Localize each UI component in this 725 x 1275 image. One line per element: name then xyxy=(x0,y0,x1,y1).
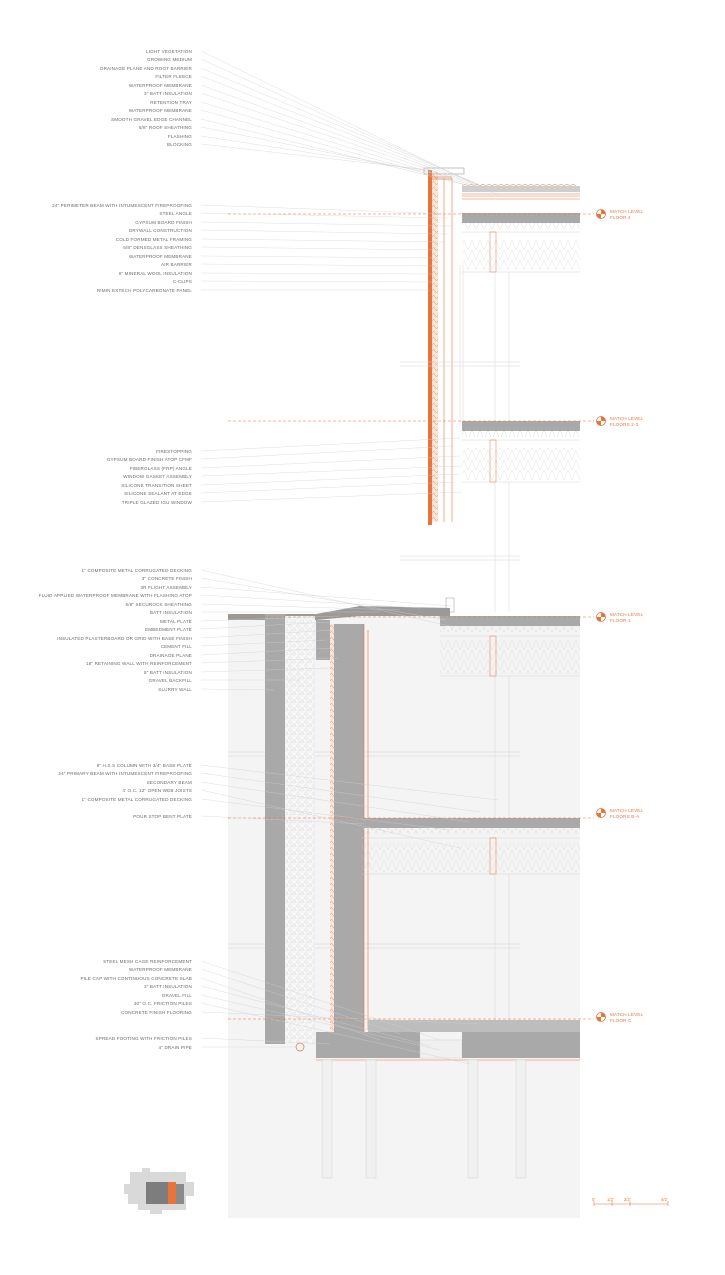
upper-wall-assembly xyxy=(423,167,465,525)
slab-label: CEMENT FILL xyxy=(161,644,193,649)
wall-label: 6" MINERAL WOOL INSULATION xyxy=(119,271,192,276)
wall-label-group: 24" PERIMETER BEAM WITH INTUMESCENT FIRE… xyxy=(52,203,192,293)
slab-label: 18" RETAINING WALL WITH REINFORCEMENT xyxy=(86,661,192,666)
scale-tick: 0' xyxy=(592,1197,595,1202)
foundation-label: 30" O.C. FRICTION PILES xyxy=(134,1001,192,1006)
level-lines xyxy=(228,213,594,1020)
roof-label: RETENTION TRAY xyxy=(150,100,192,105)
foundation-label: PILE CAP WITH CONTINUOUS CONCRETE SLAB xyxy=(80,976,192,981)
scale-tick: 1/2' xyxy=(607,1197,614,1202)
slab-label-group: 1" COMPOSITE METAL CORRUGATED DECKING 3"… xyxy=(39,568,193,692)
column-label: 4' O.C. 12" OPEN WEB JOISTS xyxy=(122,788,192,793)
slab-label: BATT INSULATION xyxy=(150,610,192,615)
slurry-wall xyxy=(265,614,315,1044)
slab-label: INSULATED PLASTERBOARD OR GRID WITH BASE… xyxy=(57,636,192,641)
slab-label: 3R FLIGHT ASSEMBLY xyxy=(140,585,192,590)
slab-label: FLUID APPLIED WATERPROOF MEMBRANE WITH F… xyxy=(39,593,192,598)
friction-piles xyxy=(321,1059,527,1179)
wall-label: DRYWALL CONSTRUCTION xyxy=(129,228,192,233)
scale-bar: 0' 1/2' 2/2' 4/2' xyxy=(592,1197,669,1206)
level-title: MATCH LEVEL xyxy=(610,209,644,214)
slab-label: DRAINAGE PLANE xyxy=(150,653,192,658)
column-label: 24" PRIMARY BEAM WITH INTUMESCENT FIREPR… xyxy=(58,771,192,776)
window-label: SILICONE SEALANT AT EDGE xyxy=(124,491,192,496)
column-label: SECONDARY BEAM xyxy=(147,780,192,785)
wall-label: C-CLIPS xyxy=(173,279,192,284)
foundation-label: 3" BATT INSULATION xyxy=(144,984,192,989)
roof-label: BLOCKING xyxy=(167,142,192,147)
window-label: GYPSUM BOARD FINISH ATOP CFMF xyxy=(107,457,192,462)
roof-label: 5/8" ROOF SHEATHING xyxy=(139,125,192,130)
wall-label: GYPSUM BOARD FINISH xyxy=(135,220,192,225)
roof-label: 3" BATT INSULATION xyxy=(144,91,192,96)
level-marker-floors-2-3: MATCH LEVEL FLOORS 2-3 xyxy=(596,416,644,427)
floor-c-slab xyxy=(316,1020,580,1061)
slab-label: 3" CONCRETE FINISH xyxy=(142,576,192,581)
level-floor: FLOOR 4 xyxy=(610,215,631,220)
slab-label: 5/8" SECUROCK SHEATHING xyxy=(125,602,192,607)
level-floor: FLOOR 1 xyxy=(610,618,631,623)
foundation-label: WATERPROOF MEMBRANE xyxy=(129,967,192,972)
level-floor: FLOOR C xyxy=(610,1018,632,1023)
slab-label: METAL PLATE xyxy=(160,619,192,624)
wall-label: WATERPROOF MEMBRANE xyxy=(129,254,192,259)
roof-label: GROWING MEDIUM xyxy=(147,57,192,62)
column-label: 8" H.S.S COLUMN WITH 3/4" BASE PLATE xyxy=(97,763,192,768)
key-plan-thumbnail xyxy=(124,1168,194,1214)
leader-lines xyxy=(200,50,499,1065)
roof-label: WATERPROOF MEMBRANE xyxy=(129,83,192,88)
slab-label: 1" COMPOSITE METAL CORRUGATED DECKING xyxy=(82,568,193,573)
slab-label: EMBEDMENT PLATE xyxy=(145,627,192,632)
level-marker-floors-b-a: MATCH LEVEL FLOORS B-A xyxy=(596,808,644,819)
roof-label: FILTER FLEECE xyxy=(155,74,192,79)
wall-label: AIR BARRIER xyxy=(161,262,193,267)
foundation-label: CONCRETE FINISH FLOORING xyxy=(121,1010,192,1015)
level-floor: FLOORS 2-3 xyxy=(610,422,639,427)
slab-label: SLURRY WALL xyxy=(158,687,192,692)
roof-label: WATERPROOF MEMBRANE xyxy=(129,108,192,113)
roof-label: FLASHING xyxy=(168,134,192,139)
column-label: 1" COMPOSITE METAL CORRUGATED DECKING xyxy=(82,797,193,802)
wall-label: 24" PERIMETER BEAM WITH INTUMESCENT FIRE… xyxy=(52,203,192,208)
window-label: TRIPLE GLAZED IGU WINDOW xyxy=(122,500,193,505)
level-title: MATCH LEVEL xyxy=(610,612,644,617)
roof-label: LIGHT VEGETATION xyxy=(146,49,192,54)
roof-label-group: LIGHT VEGETATION GROWING MEDIUM DRAINAGE… xyxy=(100,49,192,147)
wall-label: COLD FORMED METAL FRAMING xyxy=(116,237,193,242)
scale-tick: 2/2' xyxy=(624,1197,631,1202)
roof-label: SMOOTH GRAVEL EDGE CHANNEL xyxy=(111,117,192,122)
level-marker-floor-4: MATCH LEVEL FLOOR 4 xyxy=(596,209,644,220)
floor-2-3-slab xyxy=(462,421,580,483)
slab-label: GRAVEL BACKFILL xyxy=(149,678,193,683)
window-label: FIBERGLASS (FRP) ANGLE xyxy=(130,466,192,471)
floor-b-a-slab xyxy=(362,818,580,875)
roof-label: DRAINAGE PLANE AND ROOT BARRIER xyxy=(100,66,192,71)
level-marker-floor-1: MATCH LEVEL FLOOR 1 xyxy=(596,612,644,623)
footing-label: SPREAD FOOTING WITH FRICTION PILES xyxy=(96,1036,192,1041)
level-marker-floor-c: MATCH LEVEL FLOOR C xyxy=(596,1012,644,1023)
level-title: MATCH LEVEL xyxy=(610,1012,644,1017)
foundation-label: STEEL MESH CAGE REINFORCEMENT xyxy=(103,959,192,964)
wall-label: 5/8" DENSGLASS SHEATHING xyxy=(123,245,192,250)
wall-label: STEEL ANGLE xyxy=(159,211,192,216)
wall-label: RIMIN EXTECH POLYCARBONATE PANEL xyxy=(97,288,192,293)
foundation-label-group: STEEL MESH CAGE REINFORCEMENT WATERPROOF… xyxy=(80,959,192,1050)
scale-tick: 4/2' xyxy=(661,1197,668,1202)
window-label: FIRESTOPPING xyxy=(156,449,192,454)
footing-label: 4" DRAIN PIPE xyxy=(159,1045,192,1050)
window-label-group: FIRESTOPPING GYPSUM BOARD FINISH ATOP CF… xyxy=(107,449,193,505)
level-floor: FLOORS B-A xyxy=(610,814,640,819)
plate-label: POUR STOP BENT PLATE xyxy=(133,814,192,819)
column-label-group: 8" H.S.S COLUMN WITH 3/4" BASE PLATE 24"… xyxy=(58,763,192,819)
foundation-label: GRAVEL FILL xyxy=(162,993,193,998)
window-label: SILICONE TRANSITION SHEET xyxy=(121,483,192,488)
level-title: MATCH LEVEL xyxy=(610,808,644,813)
window-label: WINDOW GASKET ASSEMBLY xyxy=(123,474,192,479)
slab-label: 8" BATT INSULATION xyxy=(144,670,192,675)
floor-4-slab xyxy=(462,213,580,273)
level-title: MATCH LEVEL xyxy=(610,416,644,421)
